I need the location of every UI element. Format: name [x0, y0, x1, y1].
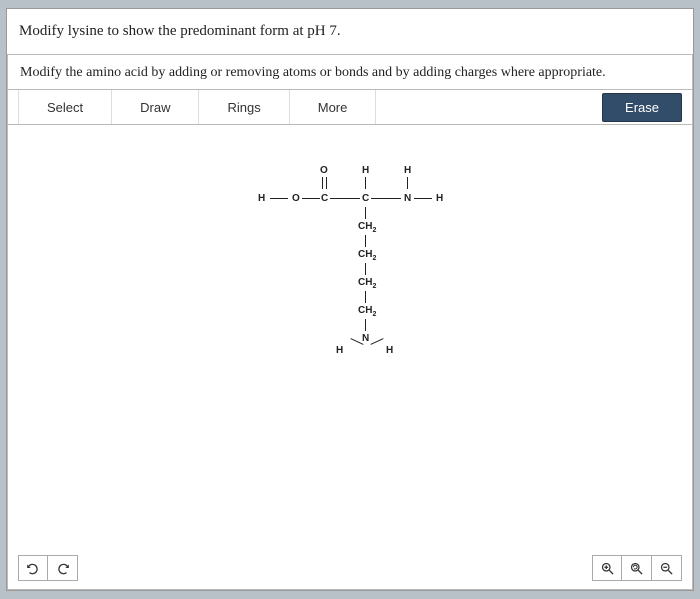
- atom-h-left: H: [258, 193, 265, 204]
- bond-v4: [365, 291, 366, 303]
- bond-c-c: [330, 198, 360, 199]
- atom-h-eps-left: H: [336, 345, 343, 356]
- bond-c-n: [371, 198, 401, 199]
- atom-o-top: O: [320, 165, 328, 176]
- atom-ch2-4: CH2: [358, 305, 376, 318]
- undo-button[interactable]: [18, 555, 48, 581]
- instruction-text: Modify the amino acid by adding or remov…: [8, 55, 692, 89]
- tab-rings[interactable]: Rings: [199, 90, 289, 124]
- zoom-group: [592, 555, 682, 581]
- atom-h-eps-right: H: [386, 345, 393, 356]
- bond-n-h-right: [414, 198, 432, 199]
- atom-ch2-3: CH2: [358, 277, 376, 290]
- bond-v5: [365, 319, 366, 331]
- atom-n-eps: N: [362, 333, 369, 344]
- question-prompt: Modify lysine to show the predominant fo…: [7, 9, 693, 55]
- atom-ch2-2: CH2: [358, 249, 376, 262]
- atom-n-amine: N: [404, 193, 411, 204]
- bond-v3: [365, 263, 366, 275]
- bond-o-c: [302, 198, 320, 199]
- zoom-in-button[interactable]: [592, 555, 622, 581]
- bond-v2: [365, 235, 366, 247]
- tab-select[interactable]: Select: [18, 90, 112, 124]
- bond-n-h-eps-r: [370, 338, 383, 345]
- zoom-out-icon: [659, 561, 674, 576]
- editor-inner: Modify the amino acid by adding or remov…: [7, 54, 693, 590]
- zoom-in-icon: [600, 561, 615, 576]
- undo-icon: [26, 561, 40, 575]
- atom-c-carbonyl: C: [321, 193, 328, 204]
- tab-draw[interactable]: Draw: [112, 90, 199, 124]
- zoom-reset-icon: [629, 561, 644, 576]
- atom-c-alpha: C: [362, 193, 369, 204]
- redo-icon: [56, 561, 70, 575]
- atom-ch2-1: CH2: [358, 221, 376, 234]
- redo-button[interactable]: [48, 555, 78, 581]
- atom-h-amine-right: H: [436, 193, 443, 204]
- undo-redo-group: [18, 555, 78, 581]
- tab-more[interactable]: More: [290, 90, 377, 124]
- atom-o-mid: O: [292, 193, 300, 204]
- atom-h-alpha: H: [362, 165, 369, 176]
- atom-h-amine-top: H: [404, 165, 411, 176]
- zoom-out-button[interactable]: [652, 555, 682, 581]
- bond-n-h-top: [407, 177, 408, 189]
- bond-v1: [365, 207, 366, 219]
- bond-c-h-alpha: [365, 177, 366, 189]
- tool-tabs: Select Draw Rings More: [18, 90, 376, 124]
- zoom-reset-button[interactable]: [622, 555, 652, 581]
- editor-panel: Modify lysine to show the predominant fo…: [6, 8, 694, 591]
- drawing-canvas[interactable]: O H O C C H N H: [8, 125, 692, 589]
- erase-button[interactable]: Erase: [602, 93, 682, 122]
- toolbar: Select Draw Rings More Erase: [8, 89, 692, 125]
- bond-h-o: [270, 198, 288, 199]
